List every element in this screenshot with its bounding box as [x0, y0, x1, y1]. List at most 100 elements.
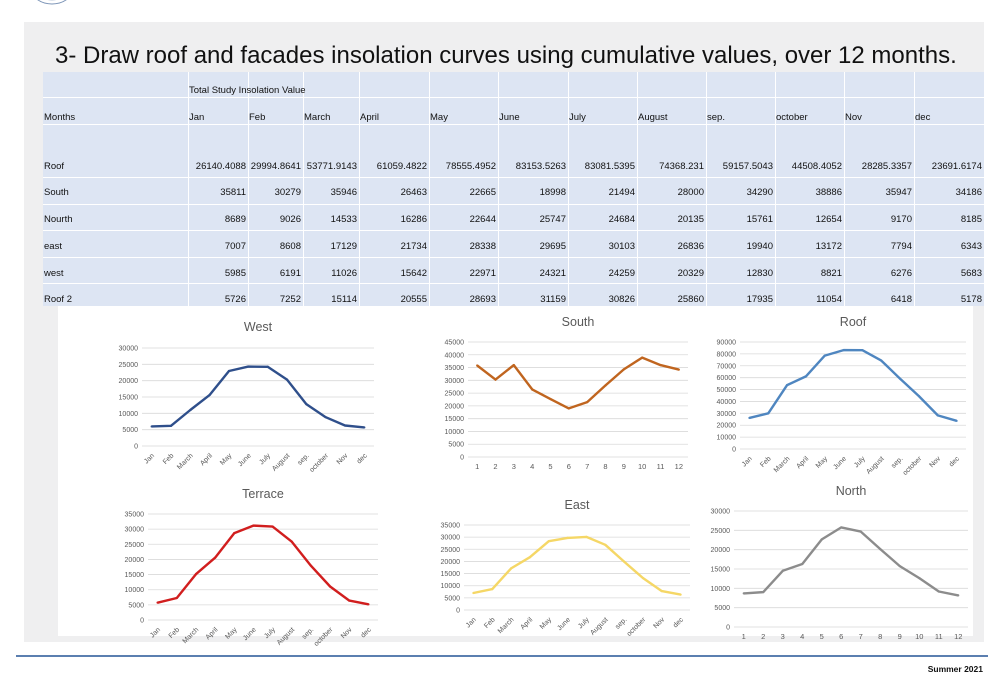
- data-point: [494, 378, 497, 381]
- x-tick-label: sep.: [890, 455, 904, 469]
- table-cell: 29695: [539, 241, 566, 252]
- data-point: [840, 526, 843, 529]
- data-point: [271, 525, 274, 528]
- data-point: [348, 599, 351, 602]
- x-tick-label: July: [258, 452, 272, 466]
- y-tick-label: 30000: [125, 527, 145, 534]
- y-tick-label: 25000: [441, 547, 461, 554]
- table-cell: 17129: [330, 241, 357, 252]
- chart-title: Terrace: [242, 487, 284, 501]
- data-point: [208, 393, 211, 397]
- table-header-month: dec: [915, 112, 931, 123]
- x-tick-label: March: [497, 616, 516, 635]
- table-cell: 11026: [331, 268, 357, 279]
- x-tick-label: July: [853, 455, 867, 469]
- table-cell: 15761: [746, 214, 773, 225]
- data-point: [804, 375, 808, 378]
- data-point: [742, 592, 745, 595]
- y-tick-label: 40000: [717, 399, 737, 406]
- x-tick-label: Nov: [336, 452, 350, 466]
- table-cell: 15642: [400, 268, 427, 279]
- series-line: [476, 356, 680, 410]
- y-tick-label: 30000: [717, 411, 737, 418]
- data-point: [918, 576, 921, 580]
- y-tick-label: 20000: [441, 559, 461, 566]
- table-cell: 18998: [539, 187, 566, 198]
- table-cell: 26140.4088: [195, 161, 246, 172]
- data-point: [820, 538, 823, 541]
- table-cell: 74368.231: [659, 161, 704, 172]
- table-column-divider: [914, 72, 915, 306]
- data-point: [285, 378, 289, 381]
- y-tick-label: 10000: [711, 586, 731, 593]
- x-tick-label: April: [199, 452, 214, 467]
- data-point: [189, 408, 192, 412]
- x-tick-label: 8: [878, 632, 882, 641]
- table-row-divider: [43, 97, 984, 98]
- data-point: [641, 576, 645, 580]
- x-tick-label: 3: [781, 632, 785, 641]
- y-tick-label: 20000: [711, 547, 731, 554]
- y-tick-label: 70000: [717, 363, 737, 370]
- y-tick-label: 50000: [717, 387, 737, 394]
- x-tick-label: 11: [657, 462, 665, 471]
- table-cell: 28693: [469, 294, 496, 305]
- y-tick-label: 5000: [448, 442, 464, 449]
- data-point: [660, 589, 663, 593]
- data-point: [898, 377, 902, 380]
- series-line: [743, 526, 959, 597]
- x-tick-label: 1: [742, 632, 746, 641]
- table-cell: 44508.4052: [791, 161, 842, 172]
- table-header-month: August: [638, 112, 668, 123]
- table-cell: 34290: [746, 187, 773, 198]
- chart-title: Roof: [840, 315, 867, 329]
- data-point: [641, 356, 644, 359]
- table-cell: 59157.5043: [722, 161, 773, 172]
- table-cell: 35947: [885, 187, 912, 198]
- table-cell: 6418: [890, 294, 912, 305]
- table-header-month: May: [430, 112, 448, 123]
- y-tick-label: 80000: [717, 351, 737, 358]
- west-chart: West 0 5000 10000 15000 20000 25000 30000 Jan Feb…: [119, 320, 374, 474]
- table-row-divider: [43, 177, 984, 178]
- x-tick-label: June: [237, 452, 253, 468]
- y-tick-label: 0: [140, 618, 144, 625]
- x-tick-label: March: [176, 452, 195, 471]
- data-point: [957, 594, 960, 597]
- roof-chart: Roof 0 10000 20000 30000 40000 50000 60000 70000…: [717, 315, 966, 477]
- x-tick-label: 3: [512, 462, 516, 471]
- table-column-divider: [188, 72, 189, 306]
- y-tick-label: 20000: [119, 378, 139, 385]
- x-tick-label: october: [626, 616, 648, 638]
- series-line: [473, 535, 681, 596]
- y-tick-label: 10000: [125, 587, 145, 594]
- y-tick-label: 0: [134, 444, 138, 451]
- data-point: [363, 426, 366, 429]
- table-row-label: east: [44, 241, 62, 252]
- data-point: [324, 416, 327, 419]
- x-tick-label: 7: [585, 462, 589, 471]
- table-header-month: April: [360, 112, 380, 123]
- table-row-label: Roof: [44, 161, 65, 172]
- y-tick-label: 25000: [119, 362, 139, 369]
- x-tick-label: 12: [675, 462, 683, 471]
- table-cell: 5178: [960, 294, 982, 305]
- x-tick-label: october: [309, 452, 331, 474]
- x-tick-label: May: [539, 616, 554, 631]
- y-tick-label: 15000: [445, 416, 465, 423]
- table-cell: 6276: [890, 268, 912, 279]
- table-row-divider: [43, 204, 984, 205]
- x-tick-label: 8: [603, 462, 607, 471]
- x-tick-label: 10: [915, 632, 923, 641]
- table-column-divider: [498, 72, 499, 306]
- data-point: [823, 354, 826, 357]
- x-tick-label: october: [313, 626, 335, 648]
- table-header-month: July: [569, 112, 586, 123]
- table-cell: 15114: [331, 294, 357, 305]
- x-tick-label: 9: [622, 462, 626, 471]
- y-tick-label: 20000: [717, 423, 737, 430]
- y-tick-label: 30000: [441, 535, 461, 542]
- x-tick-label: 5: [548, 462, 552, 471]
- x-tick-label: April: [519, 616, 534, 631]
- chart-title: South: [562, 315, 595, 329]
